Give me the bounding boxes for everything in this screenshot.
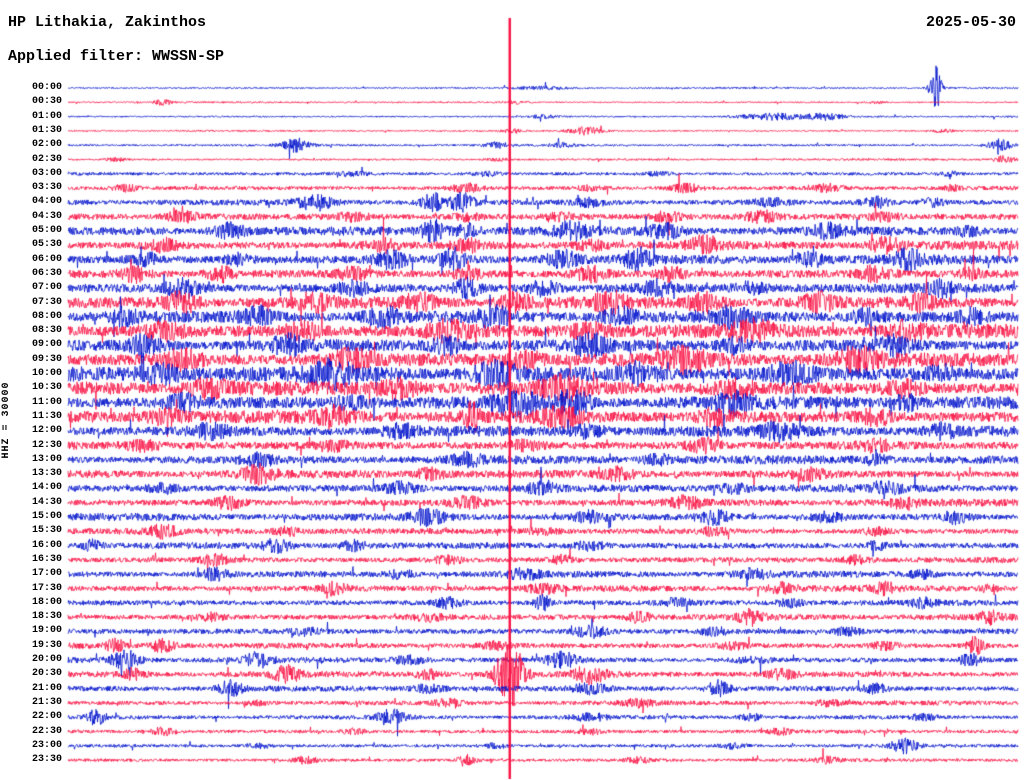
filter-label: Applied filter: WWSSN-SP [8, 48, 225, 65]
time-label: 10:00 [31, 368, 62, 379]
time-label: 20:00 [31, 654, 62, 665]
time-label: 21:30 [31, 696, 62, 708]
time-label: 13:30 [31, 468, 62, 480]
time-label: 06:30 [31, 267, 62, 279]
time-label: 14:00 [31, 482, 62, 494]
time-label: 22:30 [31, 725, 62, 737]
time-label: 12:30 [31, 439, 62, 451]
time-label: 10:30 [31, 382, 62, 394]
time-label: 15:00 [31, 511, 62, 522]
time-label: 06:00 [31, 253, 62, 265]
date-label: 2025-05-30 [925, 14, 1016, 31]
time-label: 21:00 [31, 682, 62, 694]
time-label: 13:00 [31, 453, 62, 465]
time-label: 02:30 [31, 153, 62, 165]
time-label: 08:30 [31, 325, 62, 337]
station-title: HP Lithakia, Zakinthos [8, 14, 207, 31]
time-label: 18:30 [31, 611, 62, 623]
time-label: 09:00 [31, 339, 62, 351]
time-label: 01:00 [31, 110, 62, 122]
time-label: 22:00 [31, 711, 62, 723]
time-label: 17:00 [31, 568, 62, 580]
time-label: 08:00 [31, 310, 62, 322]
time-label: 09:30 [31, 353, 62, 365]
time-label: 11:00 [31, 396, 62, 408]
time-label: 16:00 [31, 539, 62, 551]
time-label: 12:00 [31, 425, 62, 437]
time-label: 15:30 [31, 525, 62, 537]
time-label: 14:30 [31, 496, 62, 508]
time-label: 04:00 [31, 196, 62, 208]
time-label: 02:00 [31, 139, 62, 151]
time-label: 19:00 [31, 625, 62, 637]
time-label: 00:00 [31, 82, 62, 93]
time-label: 17:30 [31, 582, 62, 594]
time-label: 01:30 [31, 124, 62, 136]
time-label: 07:30 [31, 296, 62, 308]
time-label: 04:30 [31, 210, 62, 222]
time-label: 23:30 [31, 754, 62, 766]
time-label: 05:00 [31, 225, 62, 236]
time-label: 11:30 [31, 410, 62, 422]
time-label: 00:30 [31, 96, 62, 108]
time-label: 03:00 [31, 167, 62, 179]
time-label: 20:30 [31, 668, 62, 680]
time-label: 16:30 [31, 553, 62, 565]
time-label: 23:00 [31, 739, 62, 751]
time-label: 18:00 [31, 596, 62, 608]
time-label: 07:00 [31, 282, 62, 294]
time-label: 05:30 [31, 239, 62, 251]
time-label: 19:30 [31, 639, 62, 651]
time-label: 03:30 [31, 182, 62, 194]
